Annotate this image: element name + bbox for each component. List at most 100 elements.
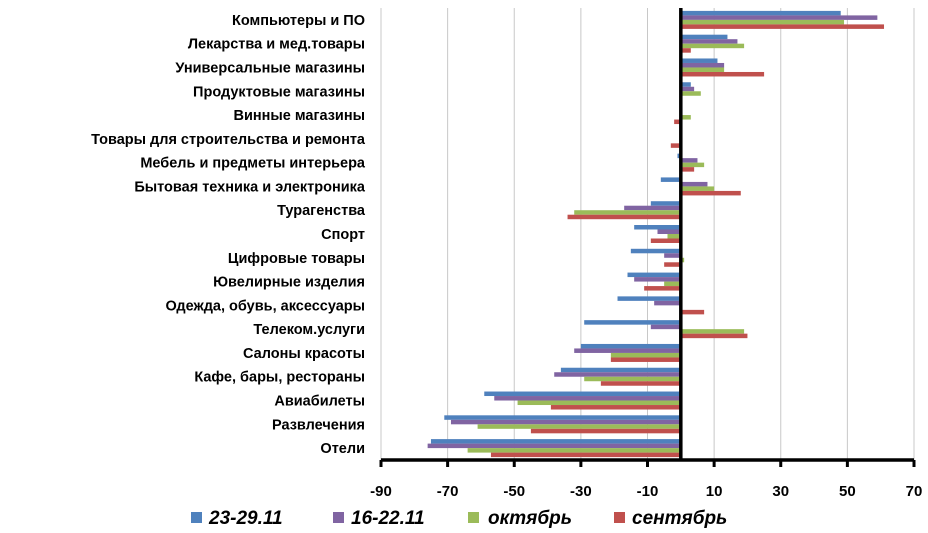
legend-swatch bbox=[333, 512, 344, 523]
bar bbox=[584, 376, 681, 382]
legend-label: октябрь bbox=[488, 508, 572, 529]
bar bbox=[680, 91, 701, 96]
category-label: Развлечения bbox=[272, 417, 365, 433]
bar bbox=[664, 281, 681, 287]
category-label: Компьютеры и ПО bbox=[232, 13, 365, 29]
x-tick-labels: -90 -70 -50 -30 -10 10 30 50 70 bbox=[370, 483, 922, 500]
bar bbox=[550, 405, 681, 410]
category-label: Кафе, бары, рестораны bbox=[194, 370, 365, 386]
bar bbox=[680, 115, 691, 120]
x-tick-label: -90 bbox=[370, 483, 392, 500]
category-label: Товары для строительства и ремонта bbox=[91, 132, 366, 148]
category-label: Турагенства bbox=[277, 203, 366, 219]
category-label: Авиабилеты bbox=[274, 394, 365, 410]
bar bbox=[680, 86, 695, 92]
category-label: Универсальные магазины bbox=[175, 60, 365, 76]
bar bbox=[680, 158, 698, 163]
bar bbox=[654, 300, 681, 306]
bar bbox=[580, 343, 681, 349]
bar bbox=[554, 372, 681, 377]
bar bbox=[650, 201, 681, 206]
axes bbox=[379, 8, 916, 467]
legend-label: сентябрь bbox=[632, 508, 727, 529]
x-tick-label: -70 bbox=[437, 483, 459, 500]
category-label: Отели bbox=[320, 441, 365, 457]
bar bbox=[567, 214, 681, 220]
bar bbox=[680, 48, 691, 53]
legend: 23-29.11 16-22.11 октябрь сентябрь bbox=[191, 508, 727, 529]
bar bbox=[430, 439, 681, 444]
bar bbox=[574, 210, 681, 215]
bar bbox=[574, 348, 681, 353]
x-tick-label: 70 bbox=[906, 483, 923, 500]
gridlines bbox=[380, 8, 915, 460]
category-label: Лекарства и мед.товары bbox=[188, 37, 365, 53]
bar bbox=[444, 415, 681, 420]
bar bbox=[517, 400, 681, 406]
bar bbox=[610, 352, 681, 358]
category-label: Телеком.услуги bbox=[253, 322, 365, 338]
bar bbox=[584, 320, 681, 325]
legend-swatch bbox=[468, 512, 479, 523]
category-label: Винные магазины bbox=[233, 108, 365, 124]
category-label: Продуктовые магазины bbox=[193, 84, 365, 100]
category-labels: Компьютеры и ПО Лекарства и мед.товары Уни… bbox=[91, 13, 366, 457]
bar bbox=[680, 58, 718, 63]
bars bbox=[427, 10, 885, 458]
bar bbox=[650, 324, 681, 330]
bar bbox=[680, 329, 745, 334]
x-tick-label: -30 bbox=[570, 483, 592, 500]
bar bbox=[680, 82, 691, 87]
x-tick-label: 50 bbox=[839, 483, 856, 500]
bar bbox=[484, 391, 681, 397]
bar bbox=[680, 24, 885, 29]
x-tick-label: 10 bbox=[706, 483, 723, 500]
category-label: Мебель и предметы интерьера bbox=[140, 156, 366, 172]
x-tick-label: -50 bbox=[503, 483, 525, 500]
bar bbox=[627, 272, 681, 278]
category-label: Бытовая техника и электроника bbox=[134, 179, 366, 195]
bar bbox=[680, 15, 878, 20]
bar bbox=[467, 448, 681, 453]
bar bbox=[664, 253, 681, 258]
bar bbox=[560, 367, 681, 373]
bar bbox=[680, 39, 738, 44]
legend-swatch bbox=[191, 512, 202, 523]
bar bbox=[617, 296, 681, 301]
bar bbox=[427, 443, 681, 449]
bar bbox=[680, 19, 845, 25]
bar bbox=[680, 186, 715, 191]
bar bbox=[624, 205, 681, 211]
bar bbox=[600, 381, 681, 386]
legend-label: 23-29.11 bbox=[208, 508, 283, 529]
legend-swatch bbox=[614, 512, 625, 523]
bar bbox=[674, 119, 681, 125]
bar bbox=[680, 190, 741, 196]
bar bbox=[680, 333, 748, 339]
bar bbox=[680, 162, 705, 168]
category-label: Одежда, обувь, аксессуары bbox=[165, 298, 365, 314]
bar bbox=[610, 357, 681, 362]
bar bbox=[630, 248, 681, 254]
bar bbox=[477, 424, 681, 429]
bar bbox=[664, 262, 681, 267]
bar bbox=[494, 396, 681, 401]
bar bbox=[680, 67, 725, 72]
bar bbox=[650, 238, 681, 243]
category-label: Цифровые товары bbox=[228, 251, 365, 267]
bar bbox=[680, 167, 695, 172]
bar bbox=[450, 419, 681, 425]
category-label: Ювелирные изделия bbox=[213, 275, 365, 291]
bar bbox=[660, 177, 681, 182]
bar bbox=[680, 309, 705, 315]
bar bbox=[644, 286, 681, 291]
bar bbox=[657, 229, 681, 234]
bar bbox=[680, 10, 841, 16]
bar bbox=[680, 43, 745, 49]
bar bbox=[530, 428, 681, 434]
bar bbox=[667, 234, 681, 239]
bar bbox=[670, 143, 681, 148]
bar bbox=[634, 225, 681, 230]
bar bbox=[680, 62, 725, 68]
